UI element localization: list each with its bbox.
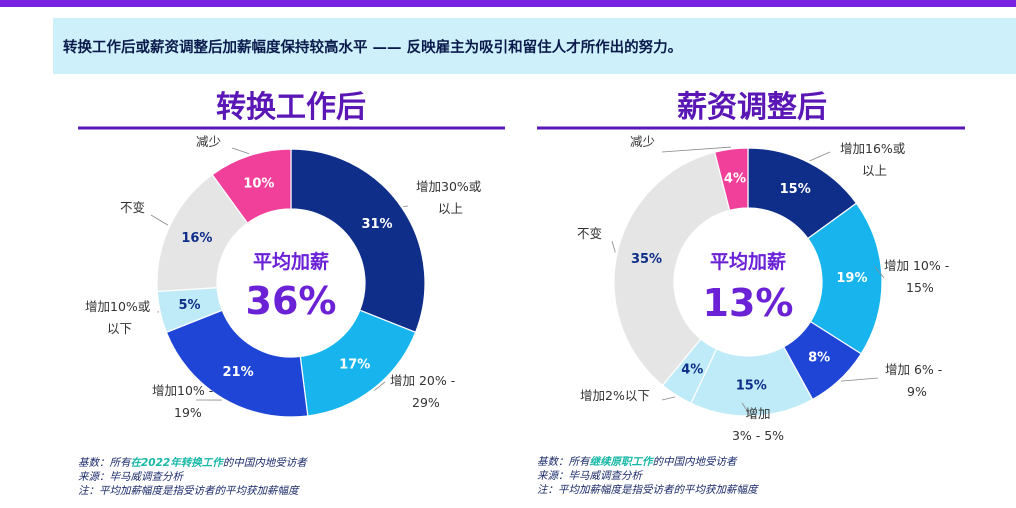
notes-note-left: 注：平均加薪幅度是指受访者的平均获加薪幅度 <box>78 485 299 497</box>
center-label: 平均加薪 <box>253 250 329 273</box>
slice-category-label: 增加30%或以上 <box>416 179 482 216</box>
center-value: 13% <box>703 281 794 325</box>
slice-category-label: 减少 <box>630 134 655 149</box>
notes-base-left: 基数：所有在2022年转换工作的中国内地受访者 <box>78 456 307 470</box>
slice-category-label: 增加 6% -9% <box>885 362 942 399</box>
slice-category-label: 增加10%或以下 <box>85 299 151 336</box>
donut-slice <box>713 147 749 212</box>
center-label: 平均加薪 <box>710 250 786 273</box>
notes-base-highlight: 在2022年转换工作 <box>130 457 223 469</box>
center-value: 36% <box>246 279 337 323</box>
slice-value-label: 19% <box>836 271 867 286</box>
notes-base-suffix: 的中国内地受访者 <box>652 456 737 468</box>
notes-right: 基数：所有继续原职工作的中国内地受访者 来源：毕马威调查分析 注：平均加薪幅度是… <box>537 455 758 497</box>
slice-category-label: 增加10% -19% <box>152 383 213 420</box>
slice-category-label: 增加 20% -29% <box>390 373 455 410</box>
notes-left: 基数：所有在2022年转换工作的中国内地受访者 来源：毕马威调查分析 注：平均加… <box>78 456 307 498</box>
chart-title: 薪资调整后 <box>677 90 827 125</box>
slice-value-label: 35% <box>631 252 662 267</box>
notes-base-right: 基数：所有继续原职工作的中国内地受访者 <box>537 455 758 469</box>
slice-category-label: 减少 <box>196 134 221 149</box>
notes-note-right: 注：平均加薪幅度是指受访者的平均获加薪幅度 <box>537 484 758 496</box>
slice-value-label: 21% <box>222 365 253 380</box>
callout-leader <box>150 214 169 226</box>
slice-value-label: 5% <box>178 298 200 313</box>
slice-value-label: 8% <box>808 350 830 365</box>
callout-leader <box>231 147 250 155</box>
slice-category-label: 增加16%或以上 <box>840 141 906 178</box>
slice-value-label: 10% <box>243 177 274 192</box>
donut-slice <box>165 309 309 418</box>
callout-leader <box>661 146 731 153</box>
slice-value-label: 15% <box>780 182 811 197</box>
notes-base-prefix: 基数：所有 <box>537 456 590 468</box>
callout-leader <box>809 151 831 162</box>
headline-text: 转换工作后或薪资调整后加薪幅度保持较高水平 —— 反映雇主为吸引和留住人才所作出… <box>63 39 683 56</box>
callout-leader <box>741 402 753 419</box>
notes-source-right: 来源：毕马威调查分析 <box>537 470 642 482</box>
notes-base-suffix: 的中国内地受访者 <box>222 457 307 469</box>
notes-source-left: 来源：毕马威调查分析 <box>78 471 183 483</box>
slice-value-label: 16% <box>181 231 212 246</box>
slice-value-label: 4% <box>724 171 746 186</box>
slice-category-label: 不变 <box>120 200 145 215</box>
callout-leader <box>874 266 885 278</box>
donut-slice <box>211 148 292 224</box>
notes-base-prefix: 基数：所有 <box>78 457 131 469</box>
donut-slice <box>613 151 731 387</box>
slice-category-label: 增加 3% - 5% <box>732 406 784 443</box>
slice-value-label: 31% <box>361 217 392 232</box>
headline-banner: 转换工作后或薪资调整后加薪幅度保持较高水平 —— 反映雇主为吸引和留住人才所作出… <box>53 18 1016 74</box>
slice-category-label: 不变 <box>577 226 602 241</box>
callout-leader <box>841 377 879 382</box>
slice-category-label: 增加 10% -15% <box>884 258 949 295</box>
slice-value-label: 17% <box>339 358 370 373</box>
slice-value-label: 15% <box>736 378 767 393</box>
donut-slice <box>290 148 426 334</box>
callout-leader <box>403 205 409 207</box>
callout-leader <box>374 381 386 391</box>
callout-leader <box>611 240 616 253</box>
chart-title: 转换工作后 <box>216 90 366 125</box>
top-accent-bar <box>0 0 1016 7</box>
callout-leader <box>661 396 676 401</box>
slice-category-label: 增加2%以下 <box>580 388 650 403</box>
slice-value-label: 4% <box>681 362 703 377</box>
notes-base-highlight: 继续原职工作 <box>589 456 653 468</box>
